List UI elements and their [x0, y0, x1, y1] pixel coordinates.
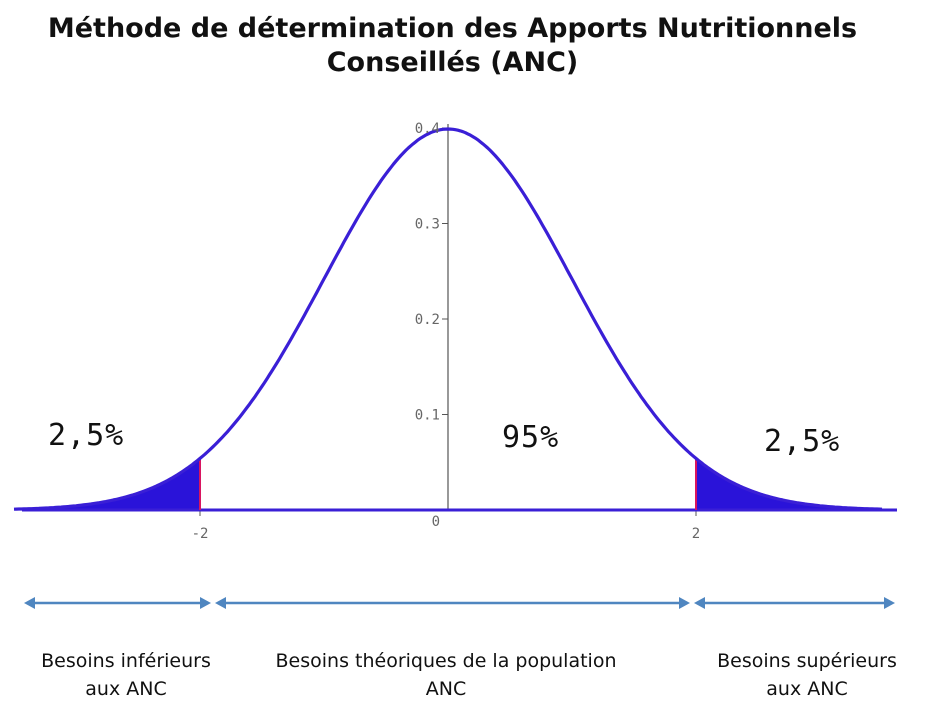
- y-tick-label: 0.3: [415, 217, 440, 233]
- shaded-tail-right: [696, 458, 882, 510]
- left-tail-percent: 2,5%: [48, 418, 125, 453]
- x-tick-label: 2: [692, 526, 700, 542]
- arrow-head-right: [884, 597, 895, 609]
- range-arrow-middle: [215, 597, 690, 609]
- range-label-lower-line-1: Besoins inférieurs: [41, 650, 211, 672]
- range-label-middle-line-2: ANC: [425, 678, 467, 700]
- range-label-upper-line-1: Besoins supérieurs: [717, 650, 897, 672]
- shaded-tail-left: [14, 458, 200, 510]
- y-tick-label: 0.2: [415, 312, 440, 328]
- range-arrow-upper: [694, 597, 895, 609]
- arrow-head-left: [694, 597, 705, 609]
- range-label-middle-line-1: Besoins théoriques de la population: [275, 650, 617, 672]
- range-label-upper-line-2: aux ANC: [766, 678, 848, 700]
- arrow-head-right: [679, 597, 690, 609]
- shaded-tails: [14, 458, 882, 510]
- page-title: Méthode de détermination des Apports Nut…: [0, 12, 905, 80]
- arrow-head-left: [215, 597, 226, 609]
- tick-labels: 0 0.1 0.2 0.3 0.4 -2 2: [192, 121, 701, 542]
- arrow-head-left: [24, 597, 35, 609]
- center-percent: 95%: [502, 420, 560, 455]
- y-tick-label: 0.1: [415, 408, 440, 424]
- y-tick-label: 0: [432, 514, 440, 530]
- range-label-lower: Besoins inférieurs aux ANC: [20, 647, 232, 703]
- title-line-2: Conseillés (ANC): [326, 47, 579, 78]
- density-curve: [13, 127, 883, 511]
- arrow-head-right: [200, 597, 211, 609]
- right-tail-percent: 2,5%: [764, 424, 841, 459]
- x-tick-label: -2: [192, 526, 209, 542]
- title-line-1: Méthode de détermination des Apports Nut…: [47, 13, 858, 44]
- range-arrows: [24, 597, 895, 609]
- range-label-middle: Besoins théoriques de la population ANC: [240, 647, 652, 703]
- range-label-lower-line-2: aux ANC: [85, 678, 167, 700]
- y-tick-label: 0.4: [415, 121, 440, 137]
- curve-layer: [13, 127, 897, 512]
- range-arrow-lower: [24, 597, 211, 609]
- range-label-upper: Besoins supérieurs aux ANC: [694, 647, 920, 703]
- axes: [199, 124, 697, 516]
